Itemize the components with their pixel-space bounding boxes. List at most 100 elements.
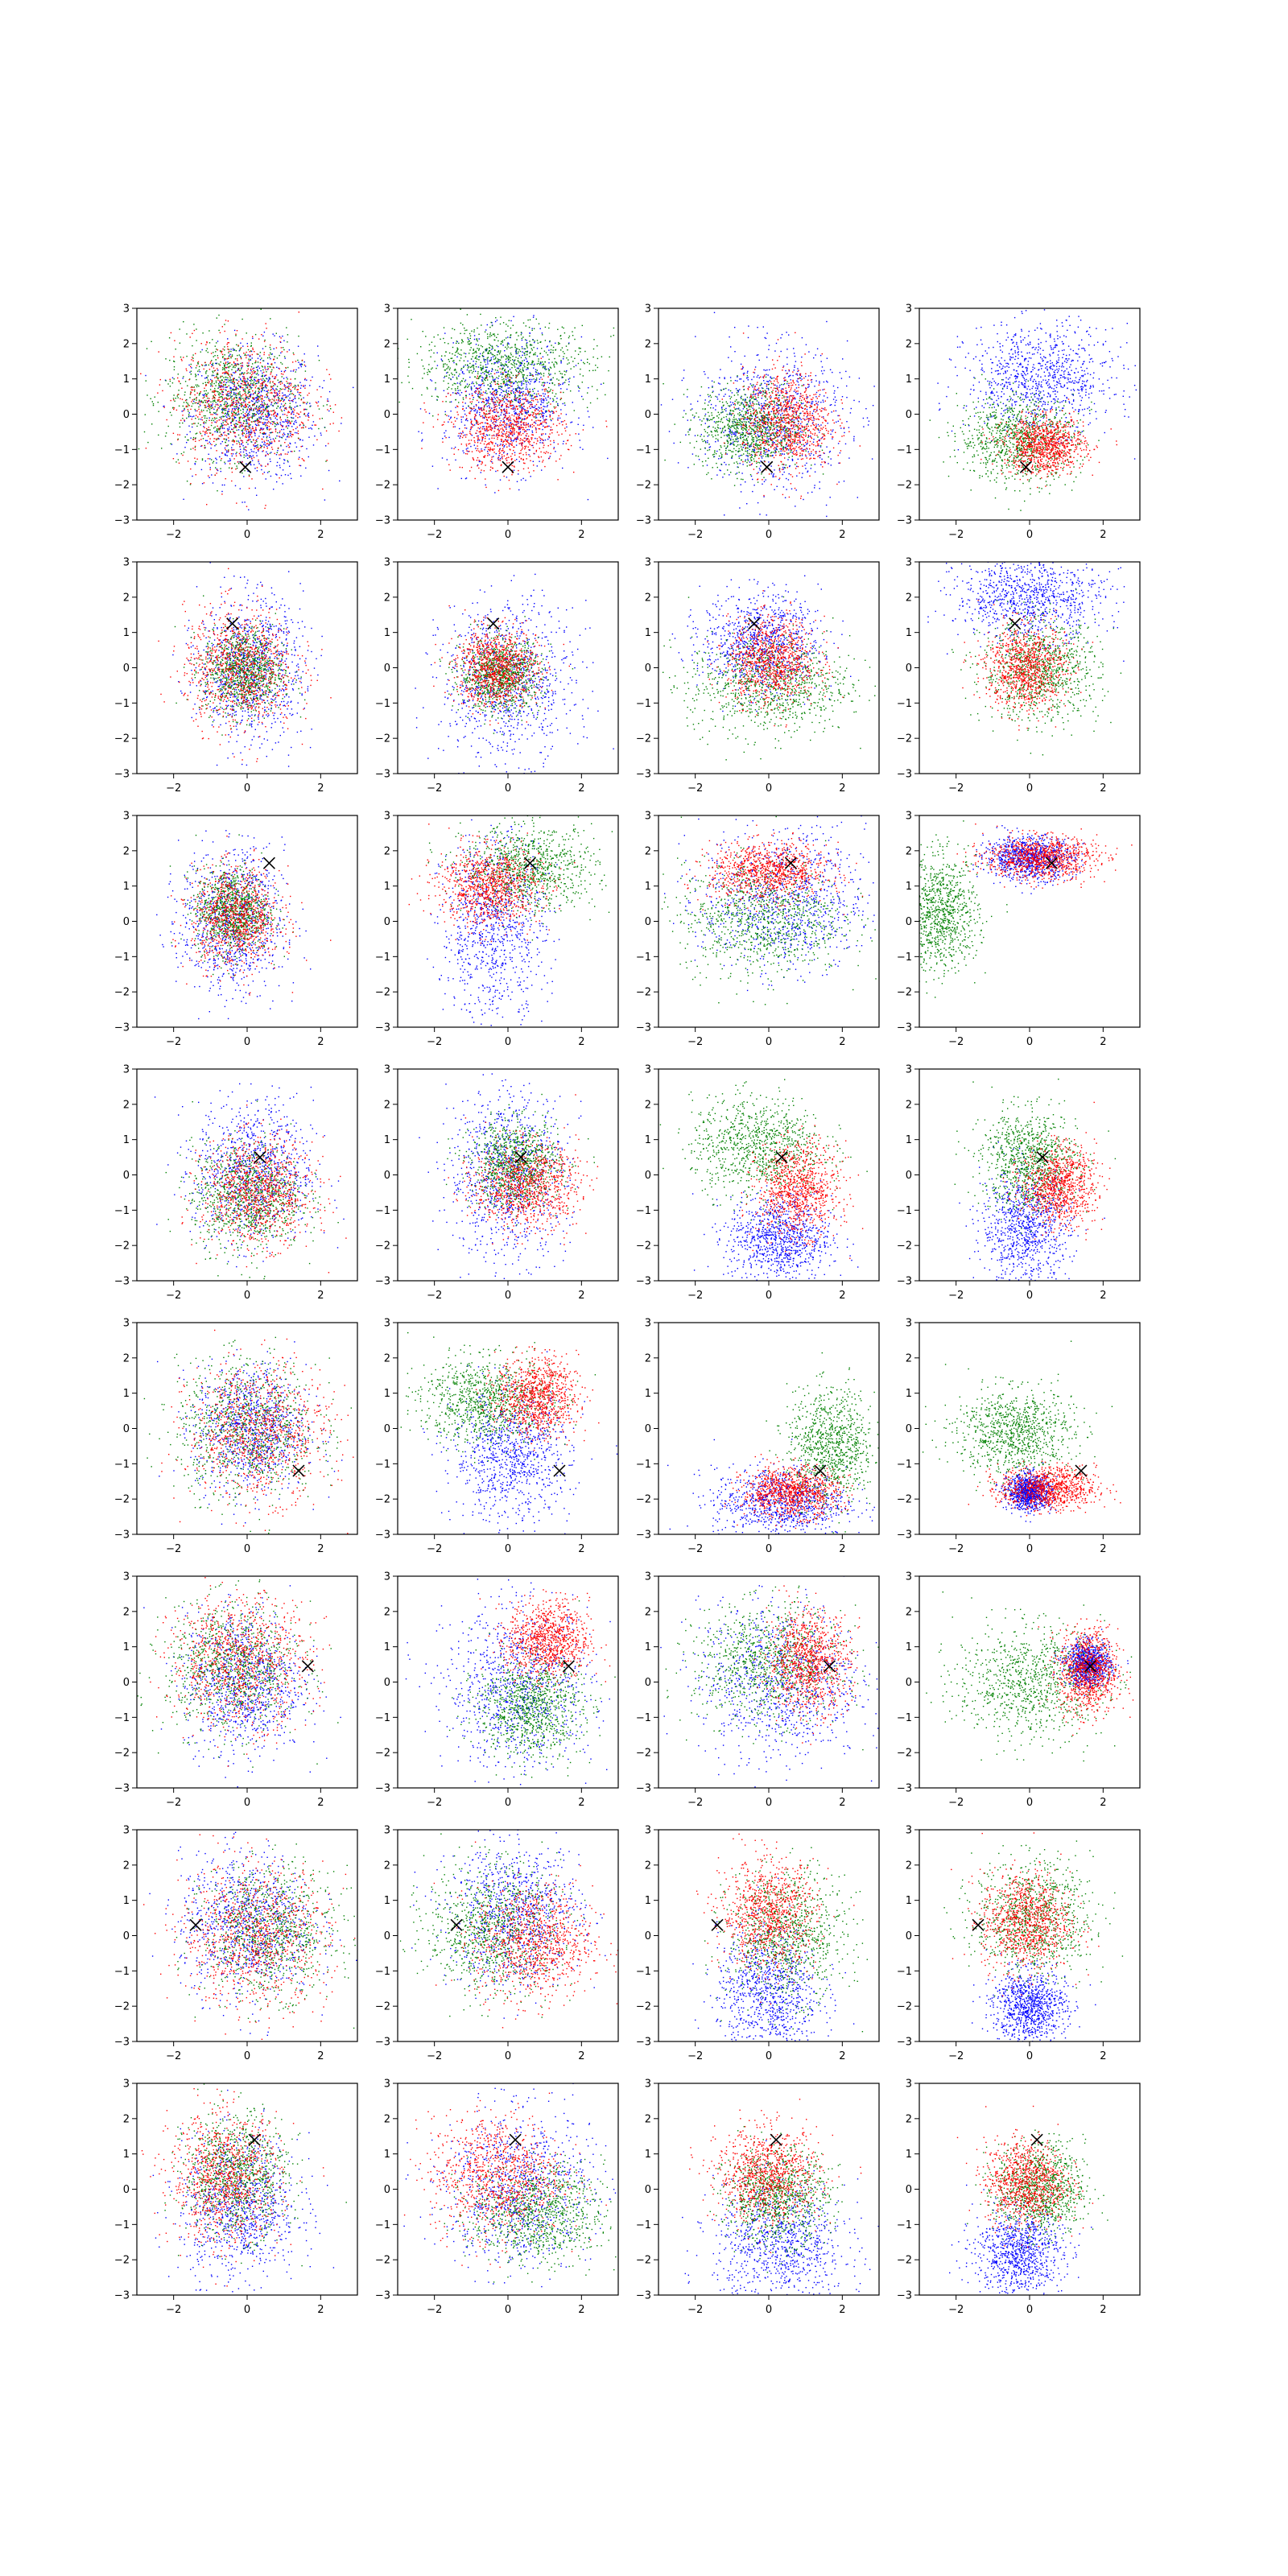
scatter-point [560, 399, 561, 400]
scatter-point [285, 397, 286, 398]
scatter-point [248, 349, 249, 350]
scatter-point [256, 495, 257, 496]
scatter-point [262, 473, 263, 474]
scatter-point [229, 463, 230, 464]
scatter-point [511, 440, 512, 441]
scatter-point [276, 481, 277, 482]
scatter-point [455, 407, 456, 408]
scatter-point [254, 402, 255, 403]
scatter-point [469, 363, 470, 364]
scatter-point [472, 373, 473, 374]
scatter-point [122, 441, 123, 442]
scatter-point [491, 335, 492, 336]
scatter-point [228, 433, 229, 434]
scatter-point [310, 380, 311, 381]
scatter-point [561, 421, 562, 422]
scatter-point [172, 382, 173, 383]
scatter-point [470, 367, 471, 368]
scatter-point [548, 370, 549, 371]
scatter-point [239, 405, 240, 406]
scatter-point [181, 360, 182, 361]
scatter-point [401, 382, 402, 383]
scatter-point [287, 395, 288, 396]
scatter-point [270, 439, 271, 440]
scatter-point [290, 403, 291, 404]
scatter-point [523, 323, 524, 324]
scatter-point [267, 390, 268, 391]
scatter-point [281, 425, 282, 426]
scatter-point [494, 428, 495, 429]
scatter-point [273, 389, 274, 390]
scatter-point [510, 320, 511, 321]
scatter-point [268, 454, 269, 455]
scatter-point [550, 390, 551, 391]
scatter-point [487, 406, 488, 407]
scatter-point [242, 376, 243, 377]
scatter-point [541, 400, 542, 401]
scatter-point [526, 381, 527, 382]
scatter-point [319, 360, 320, 361]
scatter-point [244, 380, 245, 381]
scatter-point [544, 351, 545, 352]
scatter-point [497, 446, 498, 447]
scatter-point [299, 405, 300, 406]
scatter-point [244, 400, 245, 401]
scatter-point [318, 428, 319, 429]
scatter-point [531, 364, 532, 365]
scatter-point [187, 406, 188, 407]
scatter-point [552, 392, 553, 393]
scatter-point [511, 373, 512, 374]
scatter-point [193, 423, 194, 424]
scatter-point [254, 433, 255, 434]
scatter-point [558, 418, 559, 419]
scatter-point [227, 395, 228, 396]
scatter-point [269, 378, 270, 379]
scatter-point [544, 385, 545, 386]
scatter-point [190, 416, 191, 417]
scatter-point [221, 409, 222, 410]
scatter-point [293, 370, 294, 371]
scatter-point [493, 424, 494, 425]
scatter-point [195, 463, 196, 464]
scatter-point [532, 330, 533, 331]
scatter-point [480, 353, 481, 354]
scatter-point [243, 449, 244, 450]
scatter-point [247, 346, 248, 347]
scatter-point [245, 378, 246, 379]
scatter-point [191, 387, 192, 388]
scatter-point [263, 372, 264, 373]
scatter-point [515, 388, 516, 389]
scatter-point [201, 469, 202, 470]
scatter-point [507, 395, 508, 396]
scatter-point [231, 391, 232, 392]
x-tick-label: −2 [166, 529, 181, 541]
scatter-point [317, 345, 318, 346]
scatter-point [327, 398, 328, 399]
scatter-point [281, 419, 282, 420]
scatter-point [551, 361, 552, 362]
scatter-point [244, 377, 245, 378]
scatter-point [541, 398, 542, 399]
scatter-point [235, 393, 236, 394]
scatter-point [502, 400, 503, 401]
scatter-point [423, 373, 424, 374]
scatter-point [541, 358, 542, 359]
scatter-point [219, 399, 220, 400]
scatter-point [248, 429, 249, 430]
scatter-point [487, 336, 488, 337]
scatter-point [467, 420, 468, 421]
scatter-point [268, 421, 269, 422]
scatter-point [500, 458, 501, 459]
scatter-point [452, 377, 453, 378]
scatter-point [153, 405, 154, 406]
scatter-point [224, 358, 225, 359]
scatter-point [199, 440, 200, 441]
scatter-point [535, 399, 536, 400]
scatter-point [200, 352, 201, 353]
scatter-point [467, 337, 468, 338]
scatter-point [521, 381, 522, 382]
scatter-point [182, 399, 183, 400]
scatter-point [260, 362, 261, 363]
scatter-point [516, 437, 517, 438]
scatter-point [290, 473, 291, 474]
